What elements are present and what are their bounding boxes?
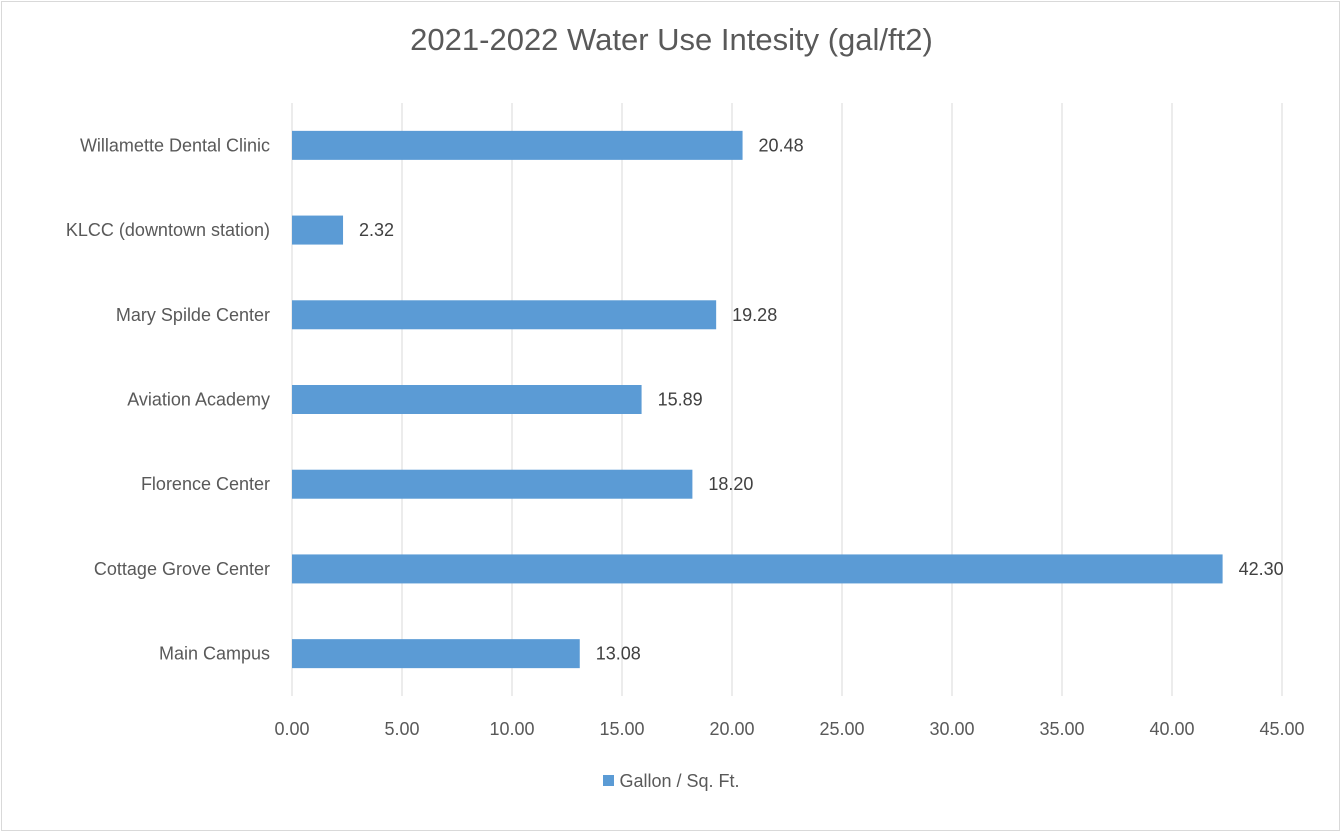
x-tick-label: 30.00 [929, 719, 974, 739]
x-tick-label: 5.00 [384, 719, 419, 739]
bar [292, 639, 580, 669]
category-label: Aviation Academy [127, 390, 270, 410]
data-label: 42.30 [1239, 559, 1284, 579]
category-label: Mary Spilde Center [116, 305, 270, 325]
x-tick-label: 10.00 [489, 719, 534, 739]
x-tick-label: 25.00 [819, 719, 864, 739]
legend-swatch [603, 774, 615, 786]
data-label: 15.89 [658, 390, 703, 410]
category-label: Florence Center [141, 474, 270, 494]
x-tick-label: 15.00 [599, 719, 644, 739]
category-label: KLCC (downtown station) [66, 220, 270, 240]
data-label: 13.08 [596, 644, 641, 664]
data-label: 2.32 [359, 220, 394, 240]
bar [292, 554, 1223, 584]
x-tick-label: 0.00 [274, 719, 309, 739]
bar [292, 130, 743, 160]
x-tick-label: 20.00 [709, 719, 754, 739]
category-label: Willamette Dental Clinic [80, 135, 270, 155]
category-label: Main Campus [159, 644, 270, 664]
bar [292, 469, 693, 499]
legend-label: Gallon / Sq. Ft. [619, 771, 740, 791]
bar [292, 300, 717, 330]
legend: Gallon / Sq. Ft. [0, 771, 1343, 792]
x-tick-label: 40.00 [1149, 719, 1194, 739]
data-label: 18.20 [708, 474, 753, 494]
category-label: Cottage Grove Center [94, 559, 270, 579]
data-label: 19.28 [732, 305, 777, 325]
data-label: 20.48 [759, 135, 804, 155]
bar [292, 215, 344, 245]
x-tick-label: 45.00 [1259, 719, 1304, 739]
x-tick-label: 35.00 [1039, 719, 1084, 739]
chart-title: 2021-2022 Water Use Intesity (gal/ft2) [410, 22, 933, 57]
plot-area: 0.00 5.00 10.00 15.00 20.00 25.00 30.00 35.00 40… [66, 103, 1305, 739]
bar [292, 385, 642, 414]
